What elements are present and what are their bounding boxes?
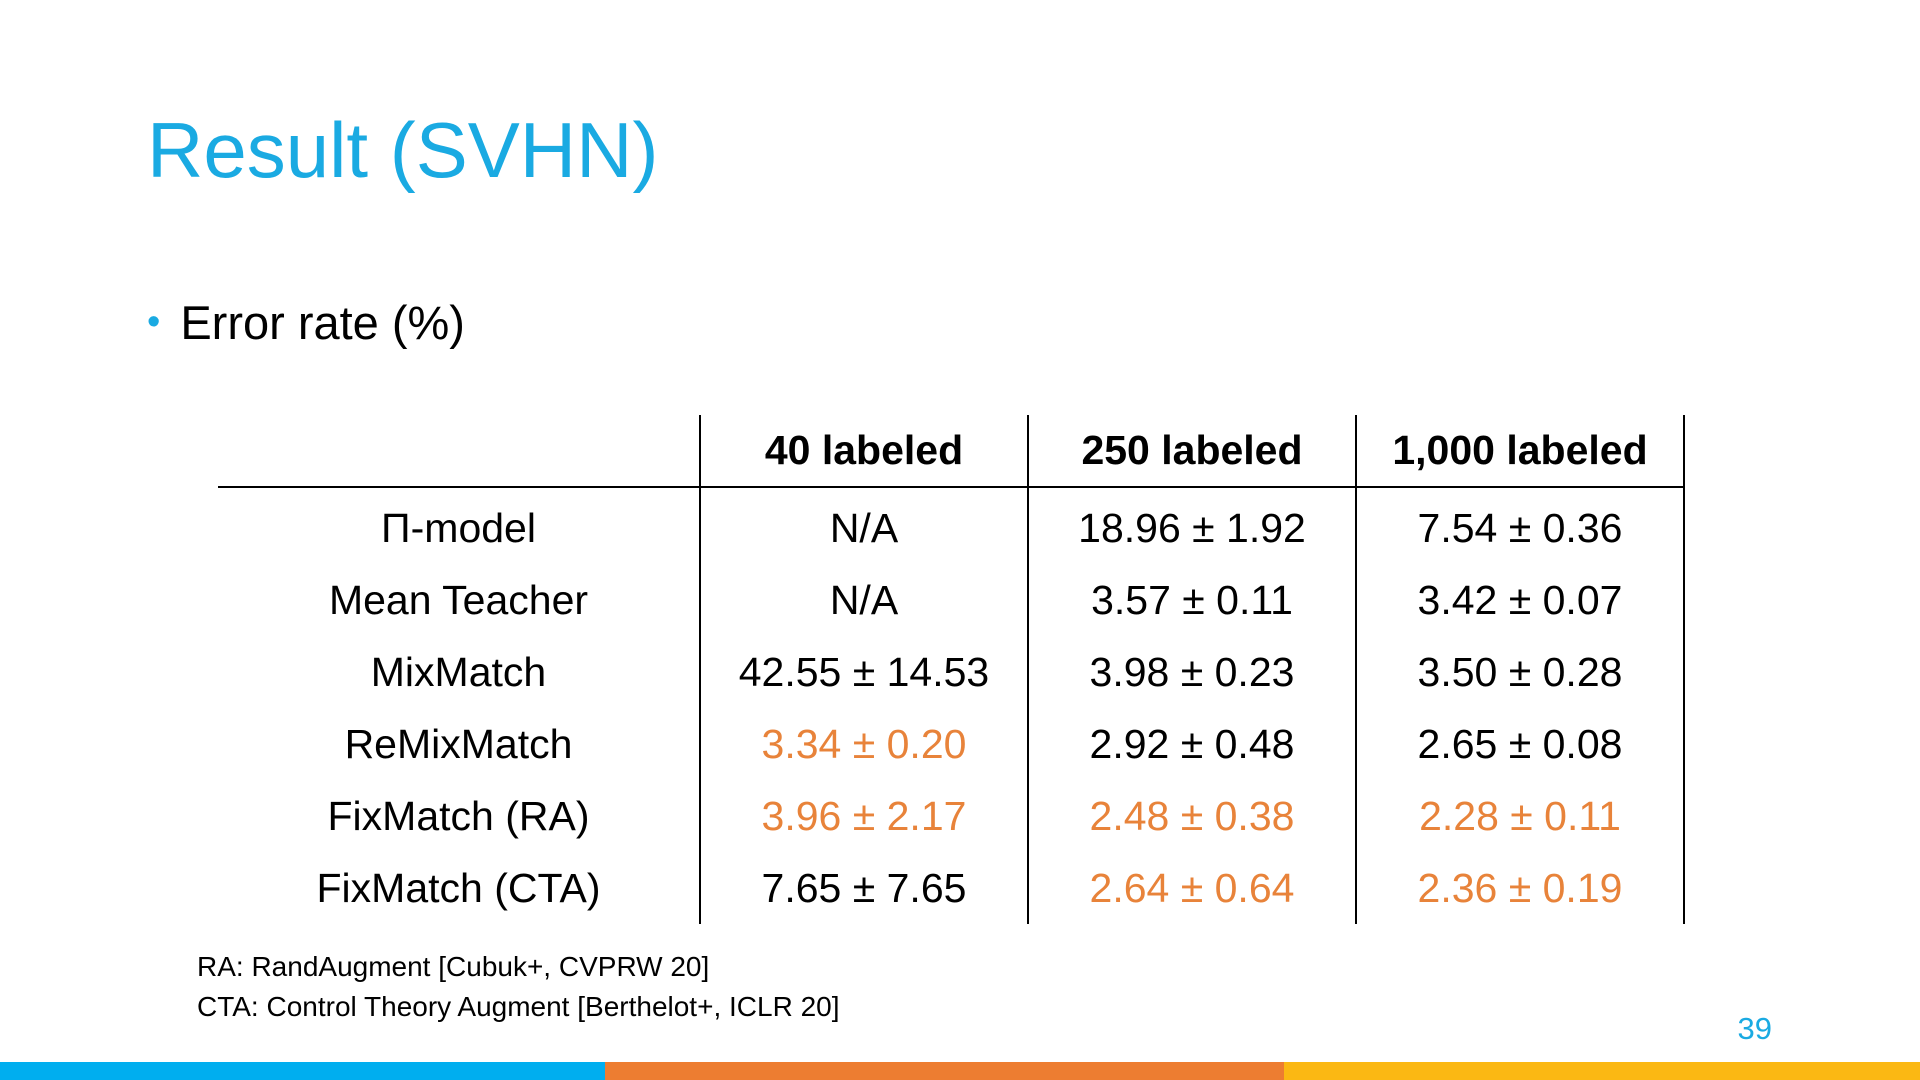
- header-cell-40-labeled: 40 labeled: [699, 415, 1028, 488]
- result-cell: 3.34 ± 0.20: [699, 708, 1028, 780]
- result-cell: 7.54 ± 0.36: [1355, 487, 1685, 564]
- method-name-cell: MixMatch: [370, 648, 547, 695]
- table-row: ReMixMatch 3.34 ± 0.20 2.92 ± 0.48 2.65 ± 0…: [218, 708, 1685, 780]
- footnotes: RA: RandAugment [Cubuk+, CVPRW 20] CTA: …: [197, 947, 840, 1027]
- result-cell: 2.48 ± 0.38: [1027, 780, 1356, 852]
- result-cell: 2.64 ± 0.64: [1027, 852, 1356, 924]
- method-name-cell: Π-model: [381, 504, 536, 551]
- bar-segment-yellow: [1284, 1062, 1920, 1080]
- header-cell-1000-labeled: 1,000 labeled: [1355, 415, 1685, 488]
- bullet-dot-icon: •: [147, 300, 161, 343]
- method-name-cell: ReMixMatch: [344, 720, 573, 767]
- bullet-item: • Error rate (%): [147, 292, 465, 352]
- result-cell: 2.65 ± 0.08: [1355, 708, 1685, 780]
- table-row: MixMatch 42.55 ± 14.53 3.98 ± 0.23 3.50 ± 0…: [218, 636, 1685, 708]
- result-cell: 3.57 ± 0.11: [1027, 564, 1356, 636]
- results-table-container: 40 labeled 250 labeled 1,000 labeled Π-m…: [218, 415, 1685, 924]
- slide-title: Result (SVHN): [147, 106, 659, 194]
- result-cell: 2.92 ± 0.48: [1027, 708, 1356, 780]
- header-cell-method: [218, 415, 700, 488]
- result-cell: 2.36 ± 0.19: [1355, 852, 1685, 924]
- result-cell: N/A: [699, 564, 1028, 636]
- result-cell: 3.42 ± 0.07: [1355, 564, 1685, 636]
- footnote-ra: RA: RandAugment [Cubuk+, CVPRW 20]: [197, 951, 710, 982]
- table-row: FixMatch (CTA) 7.65 ± 7.65 2.64 ± 0.64 2.36…: [218, 852, 1685, 924]
- footnote-cta: CTA: Control Theory Augment [Berthelot+,…: [197, 991, 840, 1022]
- table-body: Π-model N/A 18.96 ± 1.92 7.54 ± 0.36 Mean Te…: [218, 487, 1685, 924]
- method-name-cell: FixMatch (CTA): [316, 864, 601, 911]
- table-row: Π-model N/A 18.96 ± 1.92 7.54 ± 0.36: [218, 487, 1685, 564]
- result-cell: 3.98 ± 0.23: [1027, 636, 1356, 708]
- results-table: 40 labeled 250 labeled 1,000 labeled Π-m…: [218, 415, 1685, 924]
- method-name-cell: Mean Teacher: [328, 576, 589, 623]
- result-cell: 42.55 ± 14.53: [699, 636, 1028, 708]
- bar-segment-orange: [605, 1062, 1284, 1080]
- bar-segment-blue: [0, 1062, 605, 1080]
- bullet-text: Error rate (%): [180, 295, 465, 349]
- result-cell: 18.96 ± 1.92: [1027, 487, 1356, 564]
- table-row: Mean Teacher N/A 3.57 ± 0.11 3.42 ± 0.07: [218, 564, 1685, 636]
- table-row: FixMatch (RA) 3.96 ± 2.17 2.48 ± 0.38 2.28 …: [218, 780, 1685, 852]
- result-cell: N/A: [699, 487, 1028, 564]
- bottom-color-bar: [0, 1062, 1920, 1080]
- result-cell: 7.65 ± 7.65: [699, 852, 1028, 924]
- header-cell-250-labeled: 250 labeled: [1027, 415, 1356, 488]
- table-header-row: 40 labeled 250 labeled 1,000 labeled: [218, 415, 1685, 488]
- method-name-cell: FixMatch (RA): [327, 792, 590, 839]
- result-cell: 2.28 ± 0.11: [1355, 780, 1685, 852]
- slide-number: 39: [1737, 1011, 1772, 1046]
- result-cell: 3.96 ± 2.17: [699, 780, 1028, 852]
- result-cell: 3.50 ± 0.28: [1355, 636, 1685, 708]
